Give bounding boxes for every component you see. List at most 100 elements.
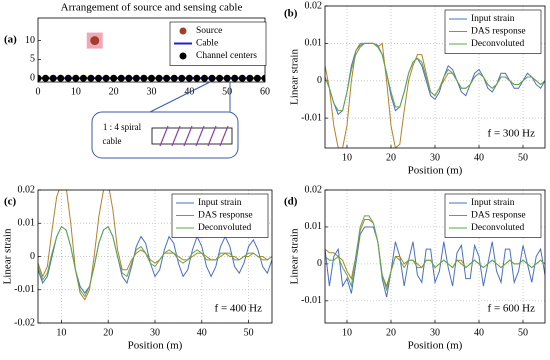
x-tick-label: 50 bbox=[518, 152, 528, 163]
x-tick-label: 10 bbox=[342, 152, 352, 163]
point bbox=[200, 74, 208, 82]
x-tick-label: 10 bbox=[71, 86, 81, 97]
x-tick-label: 50 bbox=[222, 86, 232, 97]
point bbox=[231, 74, 239, 82]
x-tick-label: 40 bbox=[474, 327, 484, 338]
y-tick-label: 0 bbox=[317, 258, 322, 269]
series-line bbox=[325, 215, 545, 292]
series-line bbox=[38, 225, 272, 298]
legend-swatch bbox=[179, 27, 187, 35]
series-line bbox=[325, 226, 545, 298]
point bbox=[246, 74, 254, 82]
y-tick-label: 0.01 bbox=[305, 38, 323, 49]
y-tick-label: -0.01 bbox=[14, 284, 35, 295]
chart-title: Arrangement of source and sensing cable bbox=[61, 2, 243, 14]
x-axis-label: Position (m) bbox=[408, 165, 463, 177]
y-tick-label: 0 bbox=[30, 251, 35, 262]
panel-label: (b) bbox=[284, 8, 298, 20]
x-tick-label: 30 bbox=[150, 327, 160, 338]
legend-label: Input strain bbox=[198, 198, 242, 208]
y-tick-label: 0.02 bbox=[18, 184, 36, 195]
point bbox=[155, 74, 163, 82]
point bbox=[72, 74, 80, 82]
plot-content bbox=[325, 215, 545, 298]
callout-pointer bbox=[149, 81, 231, 113]
plot-frame bbox=[324, 5, 546, 149]
y-tick-label: 5 bbox=[30, 54, 35, 65]
plot-content bbox=[38, 190, 272, 301]
inset: 1 : 4 spiral cable bbox=[91, 81, 239, 159]
panel-label: (c) bbox=[4, 196, 17, 208]
point bbox=[87, 74, 95, 82]
plot-content bbox=[325, 42, 545, 148]
legend-label: DAS response bbox=[198, 211, 253, 221]
legend-label: Source bbox=[196, 26, 222, 36]
point bbox=[64, 74, 72, 82]
point bbox=[140, 74, 148, 82]
series-line bbox=[325, 42, 545, 112]
point bbox=[117, 74, 125, 82]
legend-label: Deconvoluted bbox=[471, 223, 525, 233]
y-tick-label: 0.01 bbox=[305, 221, 323, 232]
point bbox=[42, 74, 50, 82]
inset-text: 1 : 4 spiral bbox=[103, 122, 142, 132]
spiral-sketch bbox=[159, 125, 229, 147]
point bbox=[178, 74, 186, 82]
plot-content bbox=[38, 32, 265, 82]
cable-sketch bbox=[151, 127, 233, 145]
point bbox=[238, 74, 246, 82]
x-tick-label: 20 bbox=[109, 86, 119, 97]
legend-label: Deconvoluted bbox=[471, 39, 525, 49]
point bbox=[57, 74, 65, 82]
annotation: f = 400 Hz bbox=[215, 303, 263, 315]
y-axis-label: Linear strain bbox=[289, 228, 301, 284]
y-tick-label: 0 bbox=[30, 73, 35, 84]
panel-label: (d) bbox=[284, 196, 298, 208]
plot-frame bbox=[37, 189, 273, 324]
x-tick-label: 40 bbox=[197, 327, 207, 338]
point bbox=[110, 74, 118, 82]
legend-label: Input strain bbox=[471, 198, 515, 208]
x-tick-label: 0 bbox=[36, 86, 41, 97]
x-tick-label: 30 bbox=[147, 86, 157, 97]
point bbox=[79, 74, 87, 82]
x-tick-label: 60 bbox=[260, 86, 270, 97]
x-tick-label: 20 bbox=[103, 327, 113, 338]
legend-label: Input strain bbox=[471, 14, 515, 24]
point bbox=[125, 74, 133, 82]
y-tick-label: -0.01 bbox=[301, 112, 322, 123]
legend-swatch bbox=[179, 52, 187, 60]
x-tick-label: 20 bbox=[386, 327, 396, 338]
panel-label: (a) bbox=[4, 34, 17, 46]
x-tick-label: 30 bbox=[430, 152, 440, 163]
point bbox=[208, 74, 216, 82]
y-axis-label: Linear strain bbox=[289, 49, 301, 105]
legend-label: DAS response bbox=[471, 27, 526, 37]
y-tick-label: 0.02 bbox=[305, 0, 323, 11]
annotation: f = 600 Hz bbox=[488, 303, 536, 315]
point bbox=[102, 74, 110, 82]
y-tick-label: 0.02 bbox=[305, 184, 323, 195]
x-tick-label: 50 bbox=[518, 327, 528, 338]
y-tick-label: -0.01 bbox=[301, 295, 322, 306]
point bbox=[90, 36, 100, 46]
annotation: f = 300 Hz bbox=[488, 128, 536, 140]
series-line bbox=[325, 42, 545, 116]
x-axis-label: Position (m) bbox=[408, 340, 463, 352]
x-tick-label: 10 bbox=[56, 327, 66, 338]
x-tick-label: 10 bbox=[342, 327, 352, 338]
point bbox=[216, 74, 224, 82]
point bbox=[193, 74, 201, 82]
point bbox=[253, 74, 261, 82]
point bbox=[38, 74, 42, 82]
point bbox=[132, 74, 140, 82]
x-axis-label: Position (m) bbox=[128, 340, 183, 352]
y-tick-label: 0 bbox=[317, 75, 322, 86]
point bbox=[95, 74, 103, 82]
y-tick-label: 0.01 bbox=[18, 218, 36, 229]
point bbox=[261, 74, 265, 82]
y-tick-label: 10 bbox=[25, 35, 35, 46]
y-tick-label: -0.02 bbox=[14, 317, 35, 328]
legend-label: DAS response bbox=[471, 211, 526, 221]
